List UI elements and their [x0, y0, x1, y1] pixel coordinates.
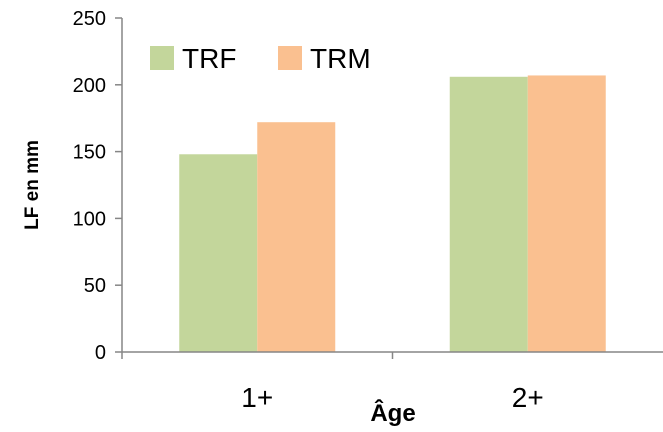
x-ticks-group: 1+ 2+	[121, 352, 544, 413]
x-tick-label: 1+	[241, 382, 273, 413]
y-tick-label: 200	[73, 75, 106, 97]
y-tick-label: 50	[84, 275, 106, 297]
y-tick-label: 0	[95, 342, 106, 364]
bar-trf-1	[449, 76, 528, 352]
legend-swatch-trm	[278, 46, 302, 70]
bar-trm-0	[257, 122, 336, 352]
bar-trm-1	[527, 75, 606, 352]
x-axis-title: Âge	[370, 399, 415, 427]
bar-trf-0	[179, 154, 258, 352]
y-ticks-group: 0 50 100 150 200 250	[73, 8, 122, 364]
legend-label-trf: TRF	[182, 43, 236, 74]
bars-group	[179, 75, 606, 352]
legend-label-trm: TRM	[310, 43, 371, 74]
legend: TRF TRM	[150, 43, 371, 74]
y-axis-title: LF en mm	[22, 140, 43, 230]
y-tick-label: 250	[73, 8, 106, 30]
y-tick-label: 100	[73, 208, 106, 230]
legend-swatch-trf	[150, 46, 174, 70]
y-tick-label: 150	[73, 142, 106, 164]
x-tick-label: 2+	[512, 382, 544, 413]
